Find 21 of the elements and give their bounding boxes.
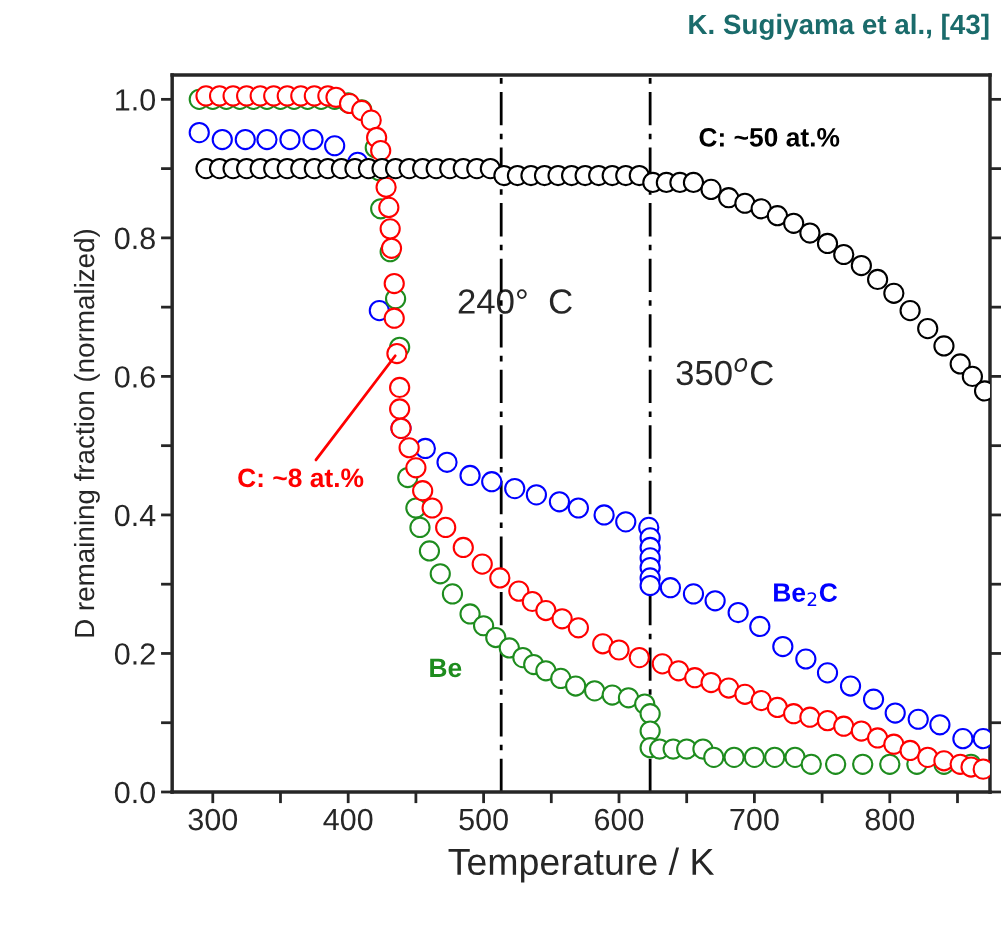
- y-tick-label: 0.8: [114, 227, 155, 250]
- x-axis-title: Temperature / K: [448, 847, 715, 883]
- series-label: Be$_{2}$C: [774, 583, 838, 606]
- ref-line-label: 240° C: [458, 289, 572, 314]
- x-tick-label: 300: [188, 808, 238, 831]
- x-tick-label: 700: [730, 808, 779, 831]
- series-label: C: ~8 at.%: [238, 468, 364, 488]
- y-tick-label: 0.4: [114, 504, 156, 527]
- y-tick-label: 0.6: [114, 366, 155, 388]
- x-tick-label: 600: [595, 808, 644, 831]
- y-tick-label: 1.0: [116, 89, 156, 111]
- y-tick-label: 0.2: [114, 643, 155, 665]
- x-tick-label: 400: [323, 808, 373, 831]
- ref-line-label: 350$^{o}$C: [676, 358, 773, 386]
- y-axis-title: D remaining fraction (normalized): [73, 229, 100, 637]
- x-tick-label: 800: [865, 808, 915, 831]
- series-label: C: ~50 at.%: [699, 128, 840, 147]
- x-tick-label: 500: [459, 808, 508, 831]
- chart-title: K. Sugiyama et al., [43]: [689, 13, 989, 40]
- series-label: Be: [430, 658, 462, 678]
- y-tick-label: 0.0: [114, 781, 156, 804]
